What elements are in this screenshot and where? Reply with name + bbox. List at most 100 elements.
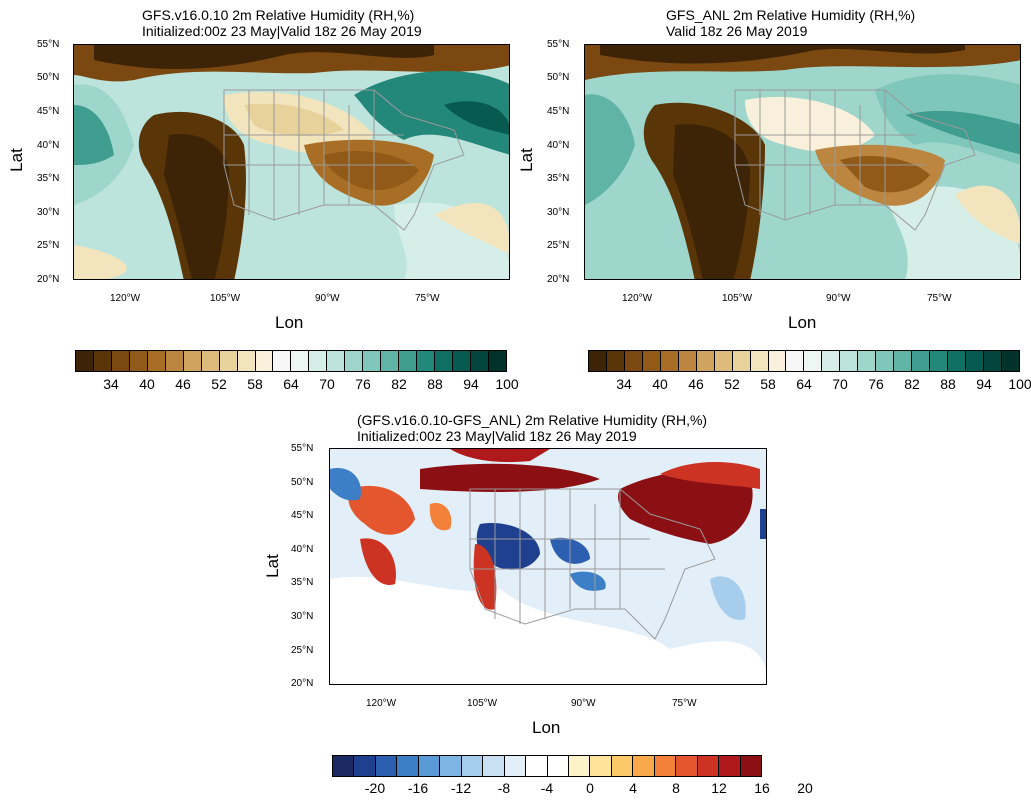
colorbar-cell bbox=[786, 351, 805, 371]
difference-lat-tick: 55°N bbox=[291, 443, 314, 454]
colorbar-cell bbox=[417, 351, 436, 371]
analysis-title-line2: Valid 18z 26 May 2019 bbox=[666, 23, 808, 39]
colorbar-cell bbox=[966, 351, 984, 371]
forecast-lat-tick: 40°N bbox=[37, 140, 60, 151]
difference-title-line1: (GFS.v16.0.10-GFS_ANL) 2m Relative Humid… bbox=[357, 412, 708, 428]
colorbar-tick-label: 34 bbox=[616, 376, 632, 392]
colorbar-tick-label: -8 bbox=[497, 780, 511, 796]
colorbar-cell bbox=[345, 351, 364, 371]
colorbar-cell bbox=[606, 351, 625, 371]
colorbar-tick-label: 20 bbox=[797, 780, 813, 796]
colorbar-cell bbox=[948, 351, 967, 371]
colorbar-cell bbox=[165, 351, 184, 371]
colorbar-tick-label: 40 bbox=[139, 376, 155, 392]
colorbar-tick-label: 64 bbox=[283, 376, 299, 392]
analysis-lat-tick: 45°N bbox=[547, 106, 570, 117]
colorbar-cell bbox=[526, 756, 548, 776]
colorbar-tick-label: 76 bbox=[868, 376, 884, 392]
colorbar-tick-label: 88 bbox=[940, 376, 956, 392]
colorbar-cell bbox=[858, 351, 877, 371]
colorbar-cell bbox=[435, 351, 454, 371]
colorbar-cell bbox=[453, 351, 471, 371]
difference-colorbar bbox=[332, 755, 762, 777]
analysis-lat-tick: 40°N bbox=[547, 140, 570, 151]
analysis-x-axis-label: Lon bbox=[788, 313, 817, 332]
colorbar-tick-label: 16 bbox=[754, 780, 770, 796]
colorbar-cell bbox=[201, 351, 220, 371]
colorbar-cell bbox=[768, 351, 787, 371]
analysis-lat-tick: 25°N bbox=[547, 240, 570, 251]
forecast-lat-tick: 45°N bbox=[37, 106, 60, 117]
forecast-y-axis-label: Lat bbox=[7, 148, 26, 172]
colorbar-tick-label: 12 bbox=[711, 780, 727, 796]
forecast-rh-field bbox=[74, 45, 509, 279]
analysis-map bbox=[584, 44, 1021, 280]
colorbar-cell bbox=[237, 351, 256, 371]
colorbar-cell bbox=[291, 351, 310, 371]
colorbar-tick-label: 70 bbox=[832, 376, 848, 392]
colorbar-tick-label: 0 bbox=[586, 780, 594, 796]
colorbar-cell bbox=[111, 351, 130, 371]
forecast-lat-tick: 50°N bbox=[37, 72, 60, 83]
analysis-lon-tick: 120°W bbox=[622, 293, 653, 304]
colorbar-cell bbox=[983, 351, 1002, 371]
colorbar-cell bbox=[129, 351, 148, 371]
colorbar-cell bbox=[719, 756, 741, 776]
analysis-lat-tick: 55°N bbox=[547, 39, 570, 50]
colorbar-cell bbox=[568, 756, 591, 776]
analysis-lat-tick: 35°N bbox=[547, 173, 570, 184]
analysis-colorbar bbox=[588, 350, 1020, 372]
colorbar-cell bbox=[354, 756, 376, 776]
colorbar-cell bbox=[876, 351, 895, 371]
forecast-lon-tick: 105°W bbox=[210, 293, 241, 304]
colorbar-cell bbox=[76, 351, 94, 371]
colorbar-cell bbox=[804, 351, 823, 371]
difference-lat-tick: 20°N bbox=[291, 678, 314, 689]
difference-lon-tick: 90°W bbox=[571, 698, 596, 709]
colorbar-cell bbox=[654, 756, 677, 776]
colorbar-cell bbox=[696, 351, 715, 371]
colorbar-cell bbox=[912, 351, 931, 371]
difference-lon-tick: 120°W bbox=[366, 698, 397, 709]
analysis-lon-tick: 75°W bbox=[927, 293, 952, 304]
colorbar-cell bbox=[183, 351, 202, 371]
forecast-colorbar bbox=[75, 350, 507, 372]
colorbar-cell bbox=[470, 351, 489, 371]
forecast-title-line2: Initialized:00z 23 May|Valid 18z 26 May … bbox=[142, 23, 422, 39]
analysis-rh-field bbox=[585, 45, 1020, 279]
colorbar-cell bbox=[255, 351, 274, 371]
colorbar-cell bbox=[547, 756, 569, 776]
colorbar-tick-label: 58 bbox=[760, 376, 776, 392]
forecast-lat-tick: 35°N bbox=[37, 173, 60, 184]
colorbar-cell bbox=[375, 756, 398, 776]
colorbar-tick-label: -12 bbox=[450, 780, 472, 796]
colorbar-cell bbox=[273, 351, 292, 371]
difference-lon-tick: 105°W bbox=[467, 698, 498, 709]
colorbar-tick-label: 82 bbox=[904, 376, 920, 392]
colorbar-cell bbox=[488, 351, 506, 371]
colorbar-tick-label: 76 bbox=[355, 376, 371, 392]
colorbar-cell bbox=[397, 756, 419, 776]
forecast-x-axis-label: Lon bbox=[275, 313, 304, 332]
colorbar-cell bbox=[93, 351, 112, 371]
colorbar-tick-label: 70 bbox=[319, 376, 335, 392]
colorbar-cell bbox=[219, 351, 238, 371]
colorbar-cell bbox=[309, 351, 328, 371]
forecast-lon-tick: 75°W bbox=[415, 293, 440, 304]
colorbar-cell bbox=[894, 351, 913, 371]
colorbar-cell bbox=[381, 351, 400, 371]
colorbar-tick-label: 64 bbox=[796, 376, 812, 392]
forecast-lon-tick: 90°W bbox=[315, 293, 340, 304]
colorbar-tick-label: 100 bbox=[495, 376, 519, 392]
colorbar-tick-label: 34 bbox=[103, 376, 119, 392]
colorbar-cell bbox=[676, 756, 698, 776]
difference-lat-tick: 45°N bbox=[291, 510, 314, 521]
forecast-title-line1: GFS.v16.0.10 2m Relative Humidity (RH,%) bbox=[142, 7, 415, 23]
colorbar-cell bbox=[590, 756, 612, 776]
difference-lon-tick: 75°W bbox=[672, 698, 697, 709]
colorbar-cell bbox=[1001, 351, 1019, 371]
colorbar-tick-label: 46 bbox=[175, 376, 191, 392]
colorbar-tick-label: 4 bbox=[629, 780, 637, 796]
forecast-lat-tick: 20°N bbox=[37, 274, 60, 285]
difference-lat-tick: 40°N bbox=[291, 544, 314, 555]
